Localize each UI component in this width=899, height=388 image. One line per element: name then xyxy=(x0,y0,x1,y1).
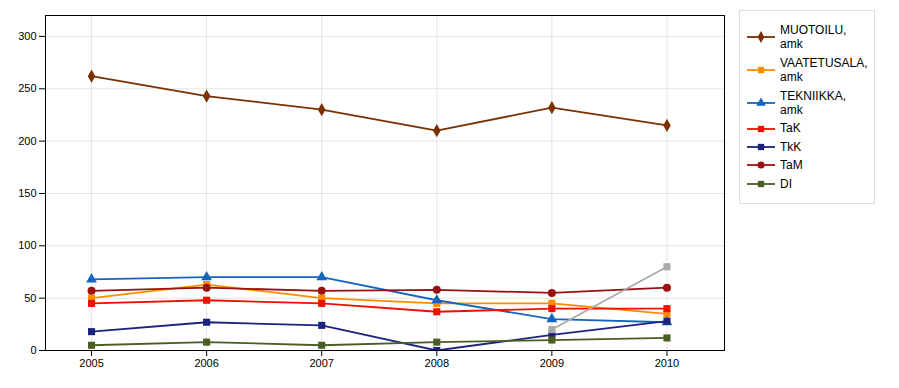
svg-text:2007: 2007 xyxy=(309,357,333,369)
html-text:MUOTOILU, amk: MUOTOILU, amk xyxy=(780,23,847,52)
html-text:DI: DI xyxy=(780,176,792,191)
svg-text:2005: 2005 xyxy=(79,357,103,369)
svg-text:2010: 2010 xyxy=(655,357,679,369)
svg-text:2009: 2009 xyxy=(540,357,564,369)
html-text:TaK: TaK xyxy=(780,121,801,136)
svg-text:300: 300 xyxy=(18,30,36,42)
html-text:TkK: TkK xyxy=(780,139,802,154)
svg-text:150: 150 xyxy=(18,187,36,199)
svg-text:200: 200 xyxy=(18,135,36,147)
html-text:TaM: TaM xyxy=(780,158,803,173)
svg-text:0: 0 xyxy=(30,344,36,356)
svg-text:2006: 2006 xyxy=(194,357,218,369)
svg-text:100: 100 xyxy=(18,239,36,251)
html-text:TEKNIIKKA, amk: TEKNIIKKA, amk xyxy=(780,88,846,117)
svg-text:250: 250 xyxy=(18,82,36,94)
svg-text:50: 50 xyxy=(24,292,36,304)
html-text:VAATETUSALA, amk: VAATETUSALA, amk xyxy=(780,55,868,85)
svg-text:2008: 2008 xyxy=(425,357,449,369)
